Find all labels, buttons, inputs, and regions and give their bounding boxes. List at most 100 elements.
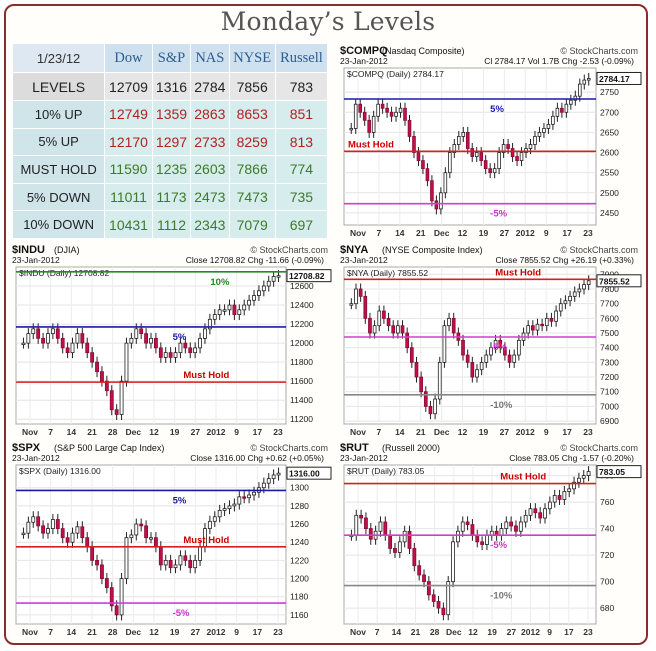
candle [564, 103, 569, 113]
y-tick-label: 1280 [290, 501, 309, 511]
candle [371, 115, 376, 133]
candle [443, 172, 448, 194]
candle [349, 127, 354, 131]
candle [517, 339, 521, 356]
candle [70, 532, 75, 543]
y-tick-label: 2450 [600, 208, 619, 218]
candle [227, 304, 232, 311]
candle [80, 526, 85, 539]
candle [242, 304, 247, 311]
candle [555, 107, 560, 117]
chart-brand: © StockCharts.com [250, 443, 328, 453]
candle [578, 83, 582, 97]
candle [446, 581, 451, 616]
candle [362, 111, 367, 121]
x-tick-label: Dec [446, 627, 462, 637]
candle [129, 534, 134, 539]
x-tick-label: 7 [377, 228, 382, 238]
candle [431, 594, 436, 602]
table-row: MUST HOLD 11590 1235 2603 7866 774 [11, 155, 329, 184]
x-tick-label: 9 [544, 427, 549, 437]
level-label: Must Hold [183, 535, 229, 546]
chart-symbol: $INDU [12, 244, 45, 256]
table-cell: 7866 [228, 155, 276, 184]
candle [403, 107, 407, 121]
candle [114, 605, 119, 616]
candle [492, 168, 497, 174]
chart-stats: Close 783.05 Chg -1.57 (-0.20%) [509, 453, 634, 463]
candle [479, 361, 484, 371]
table-cell: 8653 [228, 99, 276, 129]
chart-name: (Russell 2000) [382, 443, 440, 453]
rut-chart: $RUT (Russell 2000) © StockCharts.com 23-Ja… [340, 442, 642, 637]
table-row: 5% UP 12170 1297 2733 8259 813 [11, 127, 329, 157]
x-tick-label: 9 [234, 627, 239, 637]
candle [149, 537, 153, 540]
candle [470, 148, 475, 157]
x-tick-label: Nov [22, 427, 38, 437]
candle [558, 303, 563, 312]
candle [405, 332, 410, 349]
candle [393, 548, 397, 553]
table-cell: 11590 [104, 155, 153, 184]
candle [153, 337, 158, 349]
row-label: MUST HOLD [11, 155, 106, 184]
candle [50, 328, 55, 335]
candle [501, 144, 506, 153]
candle [188, 560, 193, 569]
x-tick-label: 7 [48, 427, 53, 437]
candle [547, 501, 552, 510]
x-tick-label: 2012 [516, 427, 535, 437]
x-tick-label: 12 [458, 228, 468, 238]
compq-chart: $COMPQ(Nasdaq Composite) © StockCharts.co… [340, 45, 642, 238]
candle [430, 180, 434, 202]
candle [193, 347, 198, 354]
candle [419, 376, 423, 393]
candle [183, 342, 188, 349]
y-tick-label: 7200 [600, 372, 619, 382]
candle [95, 361, 99, 373]
candle [41, 525, 45, 534]
candle [460, 521, 465, 532]
x-tick-label: 21 [87, 627, 97, 637]
candle [557, 495, 562, 500]
row-label: 5% DOWN [11, 182, 106, 212]
last-value-box [596, 71, 642, 85]
candle [507, 354, 512, 363]
candle [448, 152, 452, 174]
candle [385, 107, 389, 113]
candle [586, 280, 591, 286]
candle [518, 521, 523, 532]
x-tick-label: 2012 [207, 627, 226, 637]
chart-name: (DJIA) [54, 245, 80, 255]
candle [153, 537, 158, 548]
table-cell: 1359 [151, 99, 192, 129]
candle [163, 560, 168, 566]
candle [21, 532, 26, 536]
candle [586, 471, 591, 476]
candle [451, 541, 455, 582]
candle [198, 337, 202, 349]
candle [247, 494, 252, 499]
y-tick-label: 2550 [600, 168, 619, 178]
candle [46, 528, 50, 534]
candle [479, 152, 483, 161]
chart-brand: © StockCharts.com [560, 46, 638, 56]
y-tick-label: 1300 [290, 483, 309, 493]
y-tick-label: 7700 [600, 299, 619, 309]
candle [515, 156, 519, 161]
candle [447, 317, 451, 327]
candle [452, 144, 457, 153]
candle [222, 309, 227, 312]
chart-date: 23-Jan-2012 [340, 255, 388, 265]
candle [563, 300, 568, 305]
candle [394, 111, 398, 117]
chart-stats: Close 12708.82 Chg -11.66 (-0.09%) [186, 255, 324, 265]
x-tick-label: 7 [48, 627, 53, 637]
y-tick-label: 12600 [290, 281, 314, 291]
candle [368, 528, 373, 540]
candle [426, 581, 431, 596]
plot-area [343, 266, 597, 425]
level-label: -5% [490, 540, 507, 551]
candle [540, 323, 544, 327]
